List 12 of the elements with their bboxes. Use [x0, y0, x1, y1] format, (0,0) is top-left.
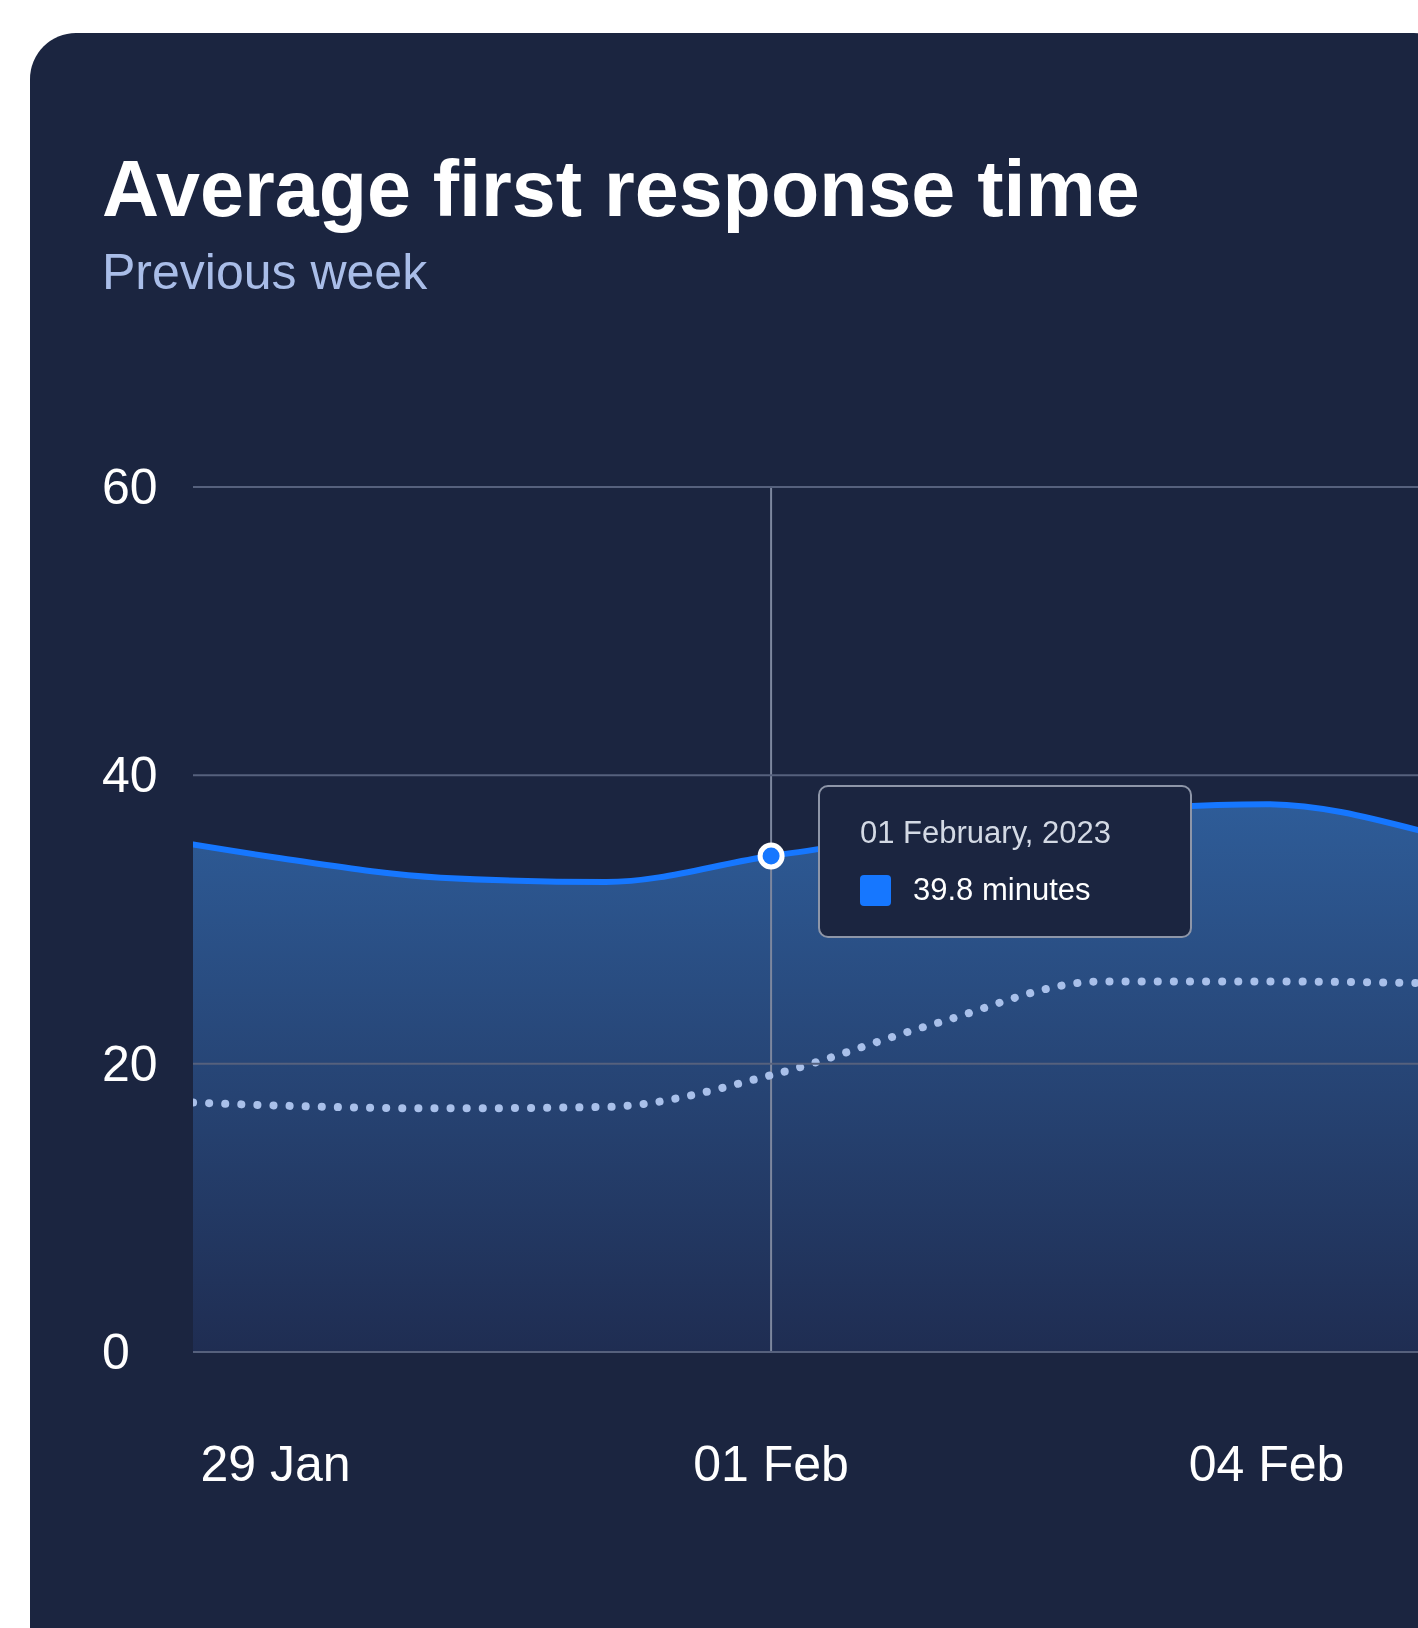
tooltip-box: 01 February, 2023 39.8 minutes [818, 785, 1192, 938]
y-tick-label: 20 [102, 1035, 158, 1092]
annotation: 39.8 minutes [913, 872, 1091, 908]
x-tick-label: 01 Feb [693, 1435, 849, 1492]
y-tick-label: 40 [102, 747, 158, 804]
x-tick-label: 29 Jan [200, 1435, 351, 1492]
annotation: 01 February, 2023 [860, 815, 1112, 851]
y-tick-label: 60 [102, 459, 158, 515]
chart-title: Average first response time [102, 143, 1140, 235]
chart-subtitle: Previous week [102, 243, 428, 301]
y-tick-label: 0 [102, 1324, 130, 1380]
x-tick-label: 04 Feb [1188, 1435, 1345, 1492]
